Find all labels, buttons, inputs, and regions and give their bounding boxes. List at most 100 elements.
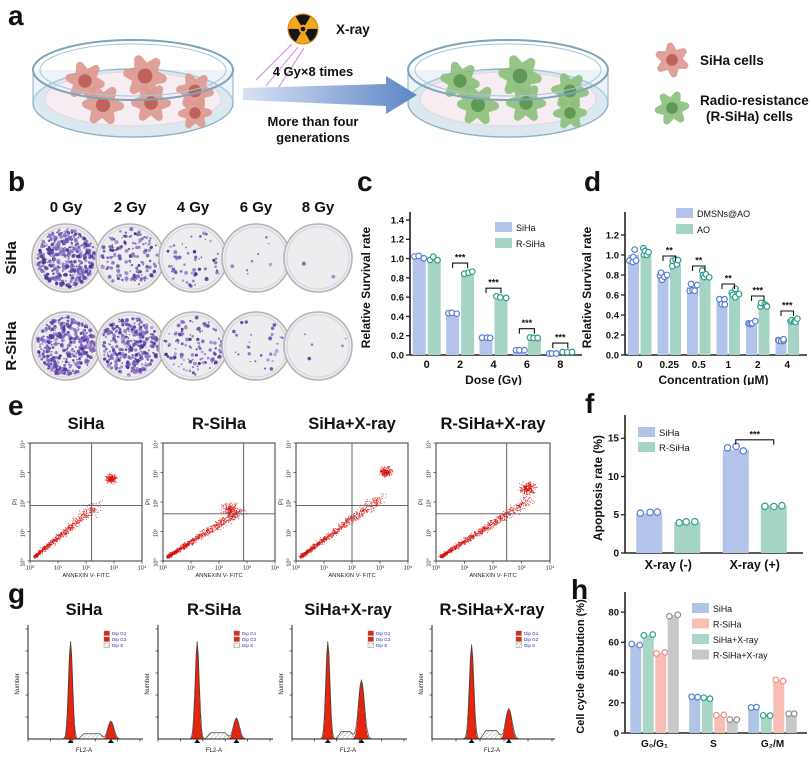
colony [46,354,50,359]
flow-ylabel: PI [12,499,19,505]
colony [132,332,135,336]
flow-dot [37,555,39,557]
flow-dot [381,473,383,475]
flow-dot [225,509,226,511]
flow-dot [354,516,355,518]
flow-dot [183,545,185,547]
colony [56,240,61,244]
flow-dot [306,553,308,555]
colony [194,353,198,357]
colony [73,265,76,268]
flow-dot [55,541,57,543]
flow-dot [352,517,354,519]
flow-dot [108,477,109,479]
colony [114,330,118,333]
flow-dot [63,531,65,533]
colony [114,352,117,355]
colony [279,336,282,339]
flow-dot [344,525,346,527]
flow-dot [223,521,225,523]
colony [124,260,128,264]
flow-dot [112,483,114,485]
colony [121,278,124,282]
colony [118,370,123,374]
colony [114,327,117,330]
x-tick-label: 10¹ [187,566,195,572]
colony [307,356,312,361]
colony [65,260,67,263]
colony [42,361,46,365]
flow-dot [388,472,390,474]
flow-dot [86,511,87,513]
colony [51,231,54,234]
legend-label-R-SiHa: R-SiHa [516,239,545,249]
colony [54,355,58,360]
flow-dot [389,465,391,467]
flow-dot [355,515,356,517]
flow-dot [111,481,113,483]
flow-dot [195,537,197,539]
colony [67,361,70,364]
flow-dot [47,545,49,547]
flow-dot [77,519,79,521]
flow-dot [173,552,175,553]
flow-dot [333,528,335,529]
flow-dot [185,543,187,545]
flow-dot [311,551,313,553]
flow-dot [85,512,87,514]
flow-dot [35,554,37,556]
flow-dot [87,515,89,517]
flow-dot [186,543,188,545]
flow-dot [200,533,202,535]
colony [109,236,111,239]
colony [63,372,66,375]
flow-dot [329,536,330,537]
flow-dot [52,540,54,542]
flow-dot [230,509,232,510]
colony [76,349,81,354]
colony [209,239,212,243]
flow-dot [308,550,310,552]
flow-dot [109,478,110,480]
flow-dot [88,515,90,517]
colony [151,345,155,348]
colony [140,363,144,366]
flow-dot [202,532,204,533]
flow-dot [166,557,167,558]
flow-dot [384,470,385,472]
flow-dot [212,526,214,528]
flow-dot [236,510,237,512]
colony [71,352,74,356]
colony-dish [158,223,228,293]
colony [61,252,66,257]
flow-dot [61,532,63,533]
flow-dot [325,538,326,540]
colony [114,360,118,364]
colony [188,359,193,364]
colony [185,324,187,327]
flow-dot [82,519,84,521]
colony [73,354,77,358]
flow-dot [383,474,385,476]
flow-dot [44,549,46,550]
flow-dot [355,515,357,517]
colony [123,329,128,333]
flow-dot [219,517,221,519]
flow-dot [66,533,68,534]
colony [45,243,48,247]
flow-dot [93,511,95,513]
flow-dot [383,469,385,471]
flow-dot [231,508,233,510]
flow-dot [71,523,73,525]
flow-dot [64,530,65,532]
flow-dot [350,516,352,518]
colony [92,344,96,348]
flow-dot [55,543,56,545]
colony [133,339,135,341]
flow-dot [370,506,372,507]
flow-dot [313,546,314,548]
colony [127,330,130,333]
flow-dot [232,508,234,510]
colony [54,371,59,375]
colony [83,239,88,243]
